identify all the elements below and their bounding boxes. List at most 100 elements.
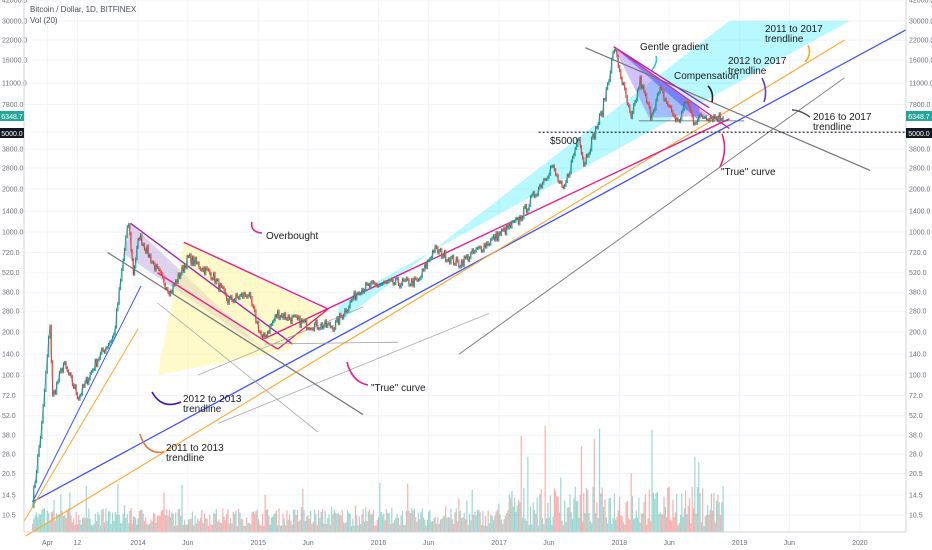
volume-bar [411,508,413,532]
volume-bar [462,517,464,532]
volume-bar [646,524,648,532]
volume-bar [142,513,144,532]
volume-bar [520,435,522,532]
volume-bar [403,525,405,532]
volume-bar [311,523,313,532]
volume-bar [259,524,261,532]
volume-bar [95,521,98,532]
volume-bar [420,511,422,532]
volume-bar [345,522,347,532]
volume-bar [490,514,492,532]
volume-bar [107,510,110,532]
volume-bar [131,523,133,532]
volume-bar [470,520,472,532]
volume-bar [168,509,170,532]
volume-bar [718,502,720,532]
volume-bar [566,507,568,532]
last-price-label-left: 6348.7 [1,114,23,121]
volume-bar [217,521,219,532]
volume-bar [303,510,305,532]
annotation-5000-level: $5000 [550,136,578,147]
volume-bar [288,514,291,532]
volume-bar [150,519,152,532]
volume-bar [658,514,660,532]
volume-bar [75,511,77,532]
volume-bar [652,492,654,532]
annotation-2011-2017-line1: 2011 to 2017 [765,24,823,35]
volume-bar [584,512,586,532]
volume-bar [425,525,427,532]
volume-bar [531,524,533,532]
volume-bar [356,515,358,532]
volume-bar [274,512,276,532]
volume-bar [375,525,377,532]
y-tick-label-left: 520.0 [2,270,20,277]
y-tick-label-right: 140.0 [909,352,927,359]
volume-bar [147,524,149,532]
volume-bar [480,524,483,532]
volume-bar [591,522,593,532]
volume-bar [218,519,220,532]
volume-bar [681,493,683,532]
x-tick-label: Jun [543,540,554,547]
overbought-lower [157,272,279,350]
volume-bar [541,518,544,532]
volume-bar [254,513,256,532]
y-tick-label-left: 2800.0 [2,166,24,173]
volume-bar [407,483,409,532]
volume-bar [109,511,111,532]
volume-bar [295,515,297,532]
trendline-2011-2017 [25,39,845,537]
y-tick-label-right: 72.0 [909,393,923,400]
y-tick-label-right: 3800.0 [909,147,931,154]
volume-bar [492,520,495,532]
volume-bar [304,521,306,532]
trendline-2012-2013 [32,285,142,503]
y-tick-label-right: 2000.0 [909,187,931,194]
volume-bar [583,493,585,532]
volume-bar [191,511,194,532]
volume-bar [115,514,118,532]
volume-bar [496,509,499,532]
volume-bar [203,513,206,532]
volume-bar [663,496,665,532]
volume-bar [66,510,68,532]
volume-bar [527,456,529,532]
x-tick-label: 2019 [732,540,748,547]
volume-bar [101,509,103,532]
volume-bar [708,514,710,532]
volume-bar [435,523,438,532]
volume-bar [113,520,115,532]
volume-bar [456,521,459,532]
volume-bar [447,517,449,532]
volume-bar [565,522,567,532]
volume-bar [719,514,722,532]
volume-bar [597,517,599,532]
volume-bar [205,518,207,532]
volume-bar [712,510,714,532]
volume-bar [207,525,210,532]
volume-bar [145,517,147,532]
volume-bar [450,508,452,532]
y-tick-label-left: 38.0 [2,433,16,440]
last-price-label-right: 6348.7 [908,114,930,121]
volume-bar [84,518,86,532]
volume-bar [112,512,114,532]
volume-bar [381,515,384,532]
volume-bar [146,523,148,532]
volume-bar [453,524,455,532]
volume-bar [105,508,107,532]
volume-bar [327,517,329,532]
x-tick-label: Apr [42,540,54,547]
volume-bar [668,486,670,532]
volume-bar [74,525,76,532]
volume-bar [676,493,678,532]
volume-bar [664,506,666,532]
volume-bar [703,525,705,532]
volume-bar [416,521,418,532]
volume-bar [65,518,67,532]
volume-bar [446,517,448,532]
volume-bar [639,522,641,532]
volume-bar [226,513,228,532]
